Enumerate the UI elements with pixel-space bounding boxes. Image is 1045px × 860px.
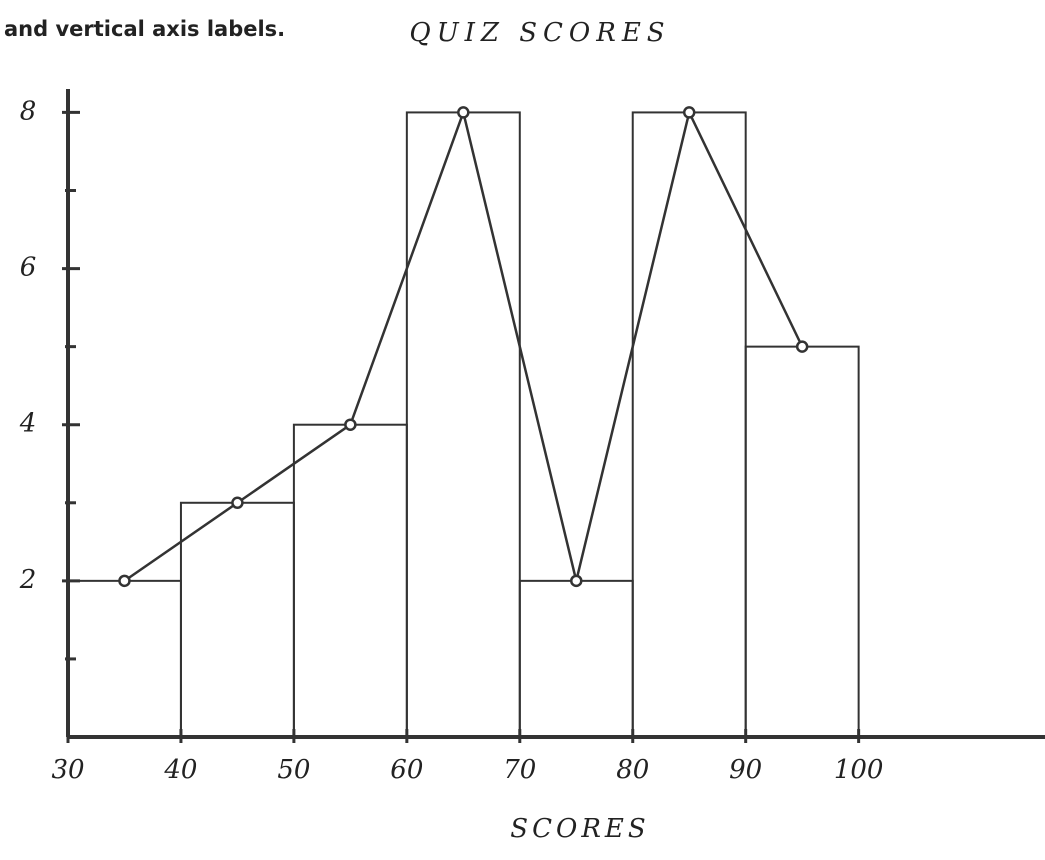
x-tick-label: 50 (277, 755, 310, 785)
x-tick-label: 100 (834, 755, 884, 785)
x-tick-label: 60 (390, 755, 423, 785)
histogram-bar (67, 579, 182, 738)
y-tick-label: 2 (19, 565, 37, 595)
polygon-point (118, 574, 131, 588)
x-tick-label: 40 (163, 755, 197, 785)
polygon-point (457, 106, 470, 119)
x-tick-label: 90 (729, 755, 762, 785)
instructions: and vertical axis labels. (4, 17, 285, 41)
y-tick-label: 6 (20, 253, 37, 283)
histogram-bar (405, 111, 521, 738)
y-tick-label: 8 (20, 96, 37, 126)
x-axis-label: SCORES (510, 814, 649, 844)
chart-title: QUIZ SCORES (409, 18, 670, 48)
frequency-polygon (123, 108, 804, 582)
x-tick-label: 70 (503, 755, 536, 785)
polygon-point (231, 496, 244, 510)
polygon-point (682, 106, 696, 119)
histogram-bar (179, 501, 295, 739)
histogram-bar (518, 579, 634, 738)
histogram-bar (631, 111, 747, 738)
polygon-point (344, 418, 357, 431)
x-tick-label: 30 (51, 755, 84, 785)
polygon-point (795, 340, 809, 353)
polygon-point (570, 574, 583, 588)
y-tick-label: 4 (19, 409, 37, 439)
histogram-bar (744, 345, 860, 738)
histogram-bar (292, 423, 408, 738)
x-tick-label: 80 (616, 755, 649, 785)
